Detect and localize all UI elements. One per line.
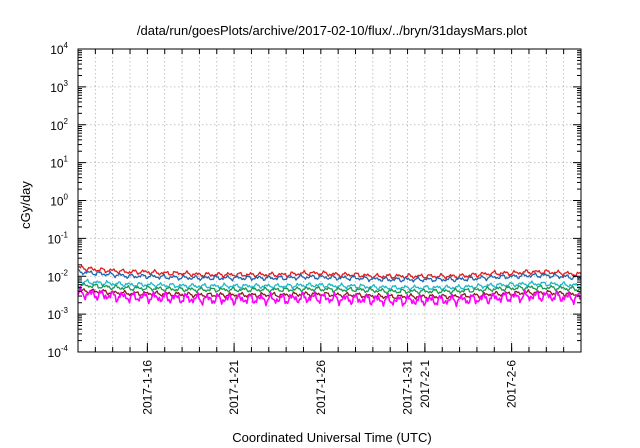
series-group bbox=[77, 265, 582, 308]
y-tick-label: 103 bbox=[50, 79, 68, 95]
y-tick-label: 101 bbox=[50, 155, 68, 171]
series-line-3 bbox=[77, 278, 582, 292]
series-line-6 bbox=[77, 286, 582, 308]
x-tick-label: 2017-2-6 bbox=[505, 360, 519, 408]
y-tick-label: 100 bbox=[50, 193, 68, 209]
x-axis: 2017-1-16 2017-1-21 2017-1-26 2017-1-31 2017… bbox=[77, 49, 582, 415]
grid bbox=[78, 49, 581, 352]
series-line-1 bbox=[77, 265, 582, 280]
series-line-2 bbox=[77, 268, 582, 283]
chart-title: /data/run/goesPlots/archive/2017-02-10/f… bbox=[137, 23, 528, 38]
x-tick-label: 2017-1-26 bbox=[314, 360, 328, 415]
x-tick-label: 2017-1-31 bbox=[401, 360, 415, 415]
y-tick-label: 102 bbox=[50, 117, 68, 133]
y-tick-label: 10-1 bbox=[48, 230, 69, 246]
y-axis-label: cGy/day bbox=[18, 181, 33, 229]
y-tick-label: 10-2 bbox=[48, 268, 69, 284]
x-tick-label: 2017-1-16 bbox=[140, 360, 154, 415]
y-tick-label: 104 bbox=[50, 41, 68, 57]
series-line-5 bbox=[77, 288, 582, 300]
plot-frame bbox=[77, 48, 582, 353]
x-tick-label: 2017-2-1 bbox=[418, 360, 432, 408]
x-axis-label: Coordinated Universal Time (UTC) bbox=[232, 430, 431, 445]
y-tick-label: 10-3 bbox=[48, 306, 69, 322]
series-line-4 bbox=[77, 282, 582, 295]
x-tick-label: 2017-1-21 bbox=[227, 360, 241, 415]
y-tick-label: 10-4 bbox=[48, 344, 69, 360]
